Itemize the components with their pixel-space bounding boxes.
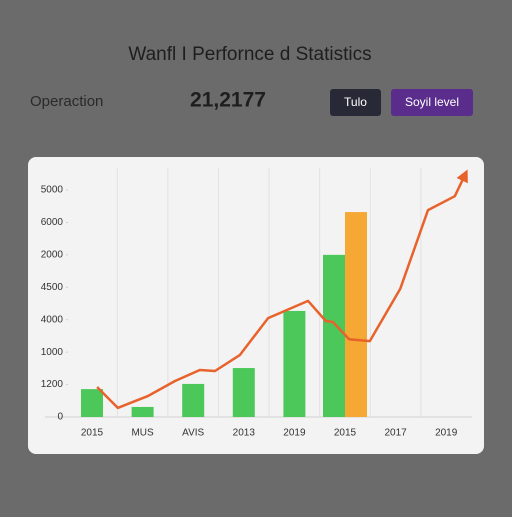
x-tick-label: 2013 [233, 428, 256, 439]
title: Wanfl I Perfornce d Statistics [128, 44, 371, 65]
button[interactable]: Soyil level [391, 89, 473, 116]
trend-line [96, 169, 468, 410]
y-tick-label: 1000 [41, 347, 64, 358]
x-tick-label: 2019 [435, 428, 458, 439]
x-tick-label: 2015 [81, 428, 104, 439]
metric-label: Operaction [30, 93, 103, 110]
button-bg [330, 89, 381, 116]
y-tick-label: 4500 [41, 282, 64, 293]
y-tick-label: 1200 [41, 379, 64, 390]
plot: 0 1200 1000 4000 4500 2000 6000 5000 2015 MUS AVIS… [41, 168, 472, 439]
bar [232, 368, 255, 417]
x-tick-label: MUS [131, 428, 154, 439]
y-tick-label: 0 [57, 412, 63, 423]
x-tick-label: 2019 [283, 428, 306, 439]
y-tick-label: 4000 [41, 314, 64, 325]
bar [81, 389, 103, 417]
bar [131, 406, 154, 417]
bar [182, 383, 205, 417]
bar [323, 254, 345, 417]
button-bg [391, 89, 473, 116]
x-tick-label: 2015 [334, 428, 357, 439]
button-label[interactable]: Tulo [344, 95, 367, 109]
button-label[interactable]: Soyil level [405, 95, 459, 109]
y-tick-label: 5000 [41, 185, 64, 196]
x-tick-label: 2017 [384, 428, 407, 439]
bar [345, 212, 367, 417]
button[interactable]: Tulo [330, 89, 381, 116]
x-tick-label: AVIS [182, 428, 204, 439]
y-tick-label: 6000 [41, 217, 64, 228]
y-tick-label: 2000 [41, 250, 64, 261]
metric-value: 21,2177 [190, 89, 266, 112]
bar [283, 310, 306, 417]
